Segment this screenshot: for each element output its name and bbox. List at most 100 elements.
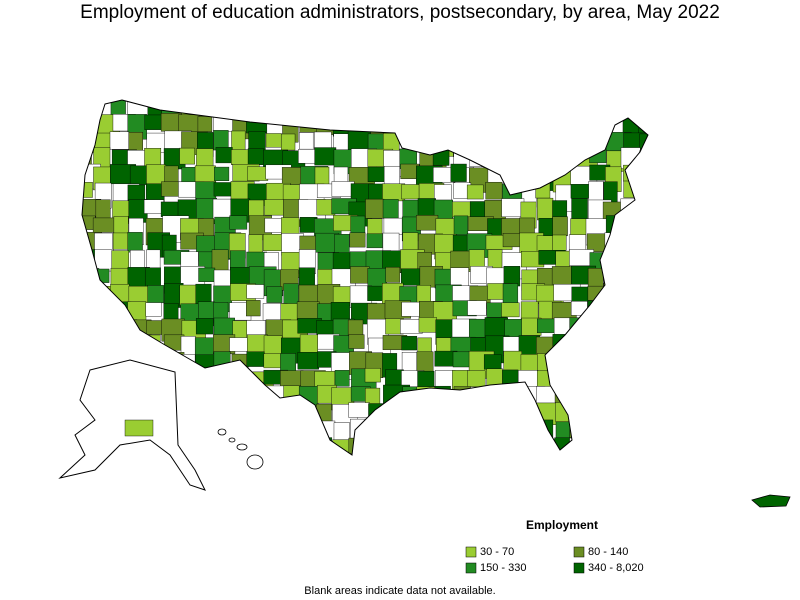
area [639, 402, 648, 421]
area [280, 404, 308, 422]
area [640, 336, 648, 351]
area [330, 100, 349, 125]
area [501, 131, 518, 149]
area [588, 419, 606, 444]
area [365, 198, 385, 219]
area [265, 453, 287, 455]
area [536, 235, 554, 253]
area [247, 148, 265, 165]
area [124, 419, 154, 437]
area [503, 164, 530, 191]
area [110, 334, 137, 353]
alaska-areas [60, 360, 205, 490]
area [622, 302, 638, 327]
area [82, 336, 95, 355]
area [297, 352, 319, 370]
area [195, 403, 219, 427]
area [113, 319, 138, 340]
area [418, 317, 437, 333]
area [587, 336, 610, 354]
area [468, 115, 484, 134]
area [95, 335, 117, 355]
area [606, 250, 622, 268]
area [296, 301, 320, 321]
area [82, 351, 103, 370]
area [602, 318, 628, 334]
area [501, 148, 524, 166]
area [214, 404, 242, 429]
legend-label: 150 - 330 [480, 562, 526, 574]
area [520, 354, 541, 372]
area [299, 404, 315, 430]
area [569, 421, 596, 446]
area [555, 421, 579, 439]
area [470, 439, 492, 455]
area [623, 402, 642, 424]
area [111, 454, 135, 455]
area [569, 131, 597, 153]
area [333, 422, 350, 441]
area [82, 286, 104, 311]
area [246, 385, 266, 403]
area [213, 387, 239, 404]
area [518, 147, 535, 163]
area [399, 421, 421, 447]
area [401, 452, 429, 455]
area [587, 402, 612, 417]
area [266, 286, 283, 303]
area [195, 437, 220, 455]
area [382, 457, 409, 474]
area [246, 300, 261, 317]
area [452, 421, 479, 445]
area [434, 113, 457, 137]
area [485, 181, 503, 200]
area [383, 217, 403, 235]
area [621, 100, 647, 121]
area [500, 114, 523, 141]
footnote: Blank areas indicate data not available. [304, 585, 495, 597]
legend-label: 340 - 8,020 [588, 562, 644, 574]
area [468, 318, 487, 338]
area [82, 318, 95, 345]
area [384, 403, 411, 430]
area [433, 435, 457, 455]
area [82, 114, 100, 132]
area [263, 404, 282, 431]
area [572, 371, 596, 397]
area [127, 232, 143, 253]
area [181, 369, 206, 390]
area [621, 232, 648, 251]
area [112, 232, 129, 250]
area [417, 438, 442, 455]
area [636, 454, 648, 455]
area [553, 457, 575, 478]
area [571, 456, 596, 473]
legend: Employment 30 - 70 80 - 140 150 - 330 340 -… [465, 518, 644, 574]
area [164, 165, 179, 184]
area [587, 370, 603, 389]
area [314, 147, 337, 166]
area [214, 100, 238, 118]
area [638, 267, 648, 286]
area [300, 456, 315, 482]
area [334, 370, 350, 387]
area [638, 199, 648, 218]
area [485, 130, 505, 147]
area [246, 284, 265, 299]
area [639, 133, 648, 150]
area [603, 421, 619, 437]
puerto-rico [751, 494, 791, 508]
area [503, 266, 521, 287]
area [283, 437, 309, 455]
area [94, 286, 111, 310]
area [383, 420, 411, 440]
area [521, 439, 545, 455]
area [537, 455, 556, 479]
area [417, 337, 432, 353]
area [401, 335, 418, 351]
area [147, 285, 164, 304]
area [229, 100, 247, 117]
area [450, 100, 476, 112]
map-title: Employment of education administrators, … [80, 2, 720, 23]
area [503, 437, 520, 455]
